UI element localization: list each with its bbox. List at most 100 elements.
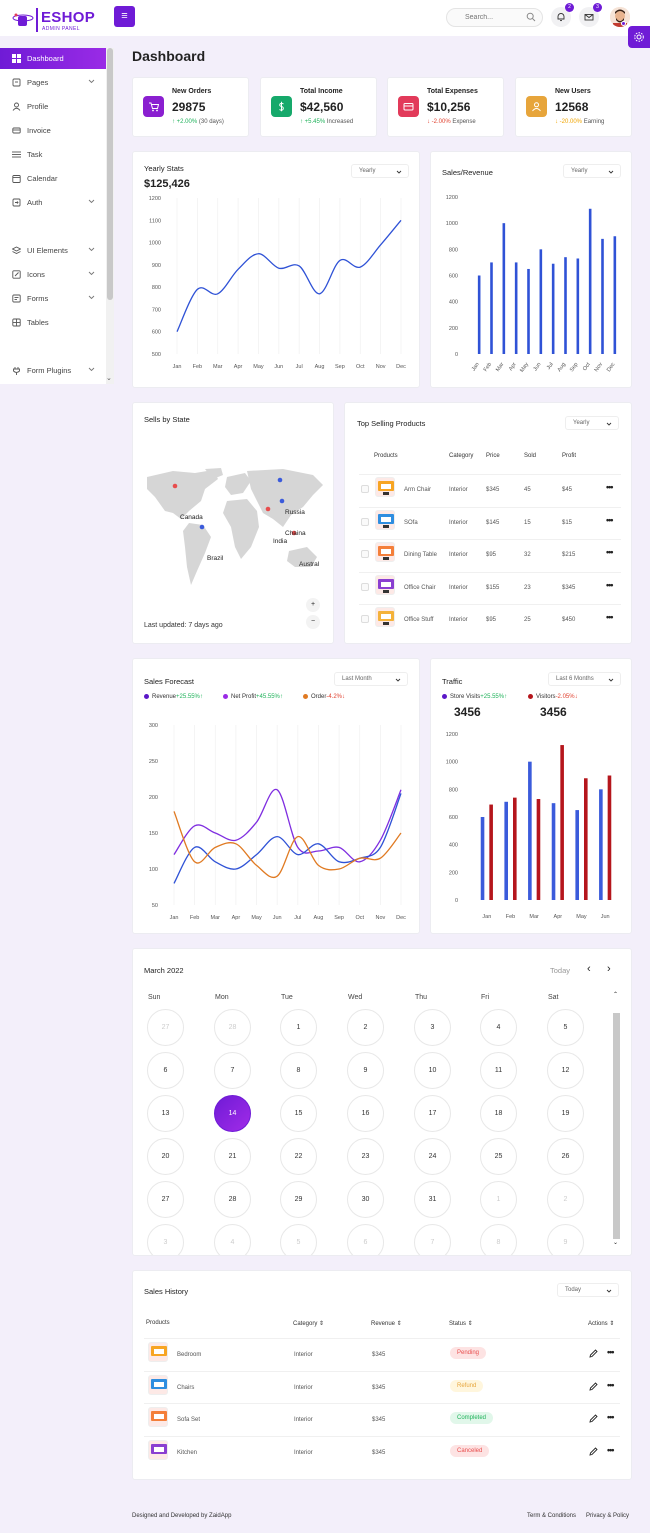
table-row[interactable]: Sofa Set Interior $345 Completed ••• (133, 1406, 633, 1434)
world-map[interactable] (143, 467, 325, 587)
search-icon[interactable] (526, 12, 536, 22)
calendar-day[interactable]: 5 (547, 1009, 584, 1046)
legend-item-visitors[interactable]: Visitors-2.05%↓ (528, 694, 578, 700)
sidebar-item-tables[interactable]: Tables (0, 312, 106, 333)
map-zoom-in-button[interactable]: + (306, 598, 320, 612)
product-name[interactable]: SOfa (404, 519, 418, 526)
calendar-day[interactable]: 9 (547, 1224, 584, 1255)
pencil-icon[interactable] (589, 1414, 598, 1423)
sh-product-name[interactable]: Sofa Set (177, 1417, 201, 1423)
sidebar-item-profile[interactable]: Profile (0, 96, 106, 117)
map-zoom-out-button[interactable]: − (306, 615, 320, 629)
calendar-day[interactable]: 13 (147, 1095, 184, 1132)
pencil-icon[interactable] (589, 1349, 598, 1358)
top-products-filter[interactable]: Yearly (565, 416, 619, 430)
more-options-icon[interactable]: ••• (606, 612, 614, 622)
calendar-day[interactable]: 27 (147, 1181, 184, 1218)
sh-product-name[interactable]: Bedroom (177, 1352, 202, 1358)
calendar-day[interactable]: 23 (347, 1138, 384, 1175)
calendar-scrollbar[interactable]: ⌃ ⌄ (612, 991, 621, 1247)
notifications-button[interactable]: 2 (551, 3, 574, 27)
calendar-day[interactable]: 31 (414, 1181, 451, 1218)
sh-col-revenue[interactable]: Revenue ⇕ (371, 1320, 402, 1327)
sidebar-scrollbar[interactable] (106, 48, 114, 384)
calendar-day[interactable]: 27 (147, 1009, 184, 1046)
legend-item-order[interactable]: Order-4.2%↓ (303, 694, 345, 700)
sh-col-status[interactable]: Status ⇕ (449, 1320, 473, 1327)
calendar-day[interactable]: 28 (214, 1181, 251, 1218)
calendar-day[interactable]: 20 (147, 1138, 184, 1175)
legend-item-revenue[interactable]: Revenue+25.55%↑ (144, 694, 203, 700)
calendar-day[interactable]: 17 (414, 1095, 451, 1132)
calendar-day[interactable]: 6 (147, 1052, 184, 1089)
calendar-day[interactable]: 21 (214, 1138, 251, 1175)
scroll-down-icon[interactable]: ⌄ (613, 1240, 619, 1246)
calendar-day[interactable]: 5 (280, 1224, 317, 1255)
calendar-day[interactable]: 2 (347, 1009, 384, 1046)
calendar-day[interactable]: 16 (347, 1095, 384, 1132)
calendar-today-button[interactable]: Today (550, 966, 571, 975)
messages-button[interactable]: 3 (579, 3, 602, 27)
table-row[interactable]: SOfa Interior $145 15 $15 ••• (345, 509, 633, 539)
row-checkbox[interactable] (361, 550, 369, 558)
calendar-day[interactable]: 28 (214, 1009, 251, 1046)
sh-col-category[interactable]: Category ⇕ (293, 1320, 324, 1327)
calendar-scroll-thumb[interactable] (613, 1013, 620, 1239)
sidebar-item-task[interactable]: Task (0, 144, 106, 165)
sales-revenue-filter[interactable]: Yearly (563, 164, 621, 178)
scroll-up-icon[interactable]: ⌃ (613, 992, 619, 998)
calendar-day[interactable]: 15 (280, 1095, 317, 1132)
calendar-day[interactable]: 12 (547, 1052, 584, 1089)
pencil-icon[interactable] (589, 1446, 598, 1456)
calendar-day[interactable]: 8 (280, 1052, 317, 1089)
more-options-icon[interactable]: ••• (607, 1412, 615, 1422)
calendar-day[interactable]: 11 (480, 1052, 517, 1089)
table-row[interactable]: Office Chair Interior $155 23 $345 ••• (345, 574, 633, 604)
sidebar-item-forms[interactable]: Forms (0, 288, 106, 309)
calendar-day[interactable]: 24 (414, 1138, 451, 1175)
more-options-icon[interactable]: ••• (606, 547, 614, 557)
table-row[interactable]: Bedroom Interior $345 Pending ••• (133, 1341, 633, 1369)
sidebar-item-ui-elements[interactable]: UI Elements (0, 240, 106, 261)
calendar-day[interactable]: 25 (480, 1138, 517, 1175)
table-row[interactable]: Arm Chair Interior $345 45 $45 ••• (345, 476, 633, 506)
more-options-icon[interactable]: ••• (606, 482, 614, 492)
sidebar-item-pages[interactable]: Pages (0, 72, 106, 93)
calendar-day[interactable]: 19 (547, 1095, 584, 1132)
calendar-next-button[interactable]: › (607, 963, 611, 975)
calendar-day[interactable]: 29 (280, 1181, 317, 1218)
sidebar-item-calendar[interactable]: Calendar (0, 168, 106, 189)
row-checkbox[interactable] (361, 485, 369, 493)
row-checkbox[interactable] (361, 582, 369, 591)
menu-toggle-button[interactable]: ≡ (114, 6, 135, 27)
sidebar-item-invoice[interactable]: Invoice (0, 120, 106, 141)
scroll-down-icon[interactable]: ⌄ (106, 375, 112, 382)
product-name[interactable]: Office Chair (404, 584, 436, 591)
calendar-day[interactable]: 14 (214, 1095, 251, 1132)
more-options-icon[interactable]: ••• (607, 1347, 615, 1357)
table-row[interactable]: Kitchen Interior $345 Canceled ••• (133, 1439, 633, 1467)
sidebar-item-form-plugins[interactable]: Form Plugins (0, 360, 106, 381)
more-options-icon[interactable]: ••• (607, 1379, 615, 1390)
sales-forecast-filter[interactable]: Last Month (334, 672, 408, 686)
calendar-day[interactable]: 1 (480, 1181, 517, 1218)
pencil-icon[interactable] (589, 1381, 598, 1391)
calendar-day[interactable]: 1 (280, 1009, 317, 1046)
user-avatar[interactable] (610, 7, 630, 27)
more-options-icon[interactable]: ••• (607, 1444, 615, 1455)
sh-product-name[interactable]: Chairs (177, 1384, 195, 1391)
row-checkbox[interactable] (361, 615, 369, 623)
calendar-day[interactable]: 3 (147, 1224, 184, 1255)
sh-col-actions[interactable]: Actions ⇕ (588, 1320, 614, 1327)
product-name[interactable]: Office Stuff (404, 617, 434, 623)
calendar-day[interactable]: 7 (214, 1052, 251, 1089)
legend-item-store-visits[interactable]: Store Visits+25.55%↑ (442, 694, 507, 700)
calendar-day[interactable]: 9 (347, 1052, 384, 1089)
traffic-filter[interactable]: Last 6 Months (548, 672, 621, 686)
more-options-icon[interactable]: ••• (606, 514, 614, 525)
legend-item-net-profit[interactable]: Net Profit+45.55%↑ (223, 694, 283, 700)
sh-product-name[interactable]: Kitchen (177, 1449, 198, 1456)
search-box[interactable] (446, 8, 543, 27)
row-checkbox[interactable] (361, 517, 369, 526)
brand-logo[interactable]: ESHOP ADMIN PANEL (10, 8, 100, 34)
